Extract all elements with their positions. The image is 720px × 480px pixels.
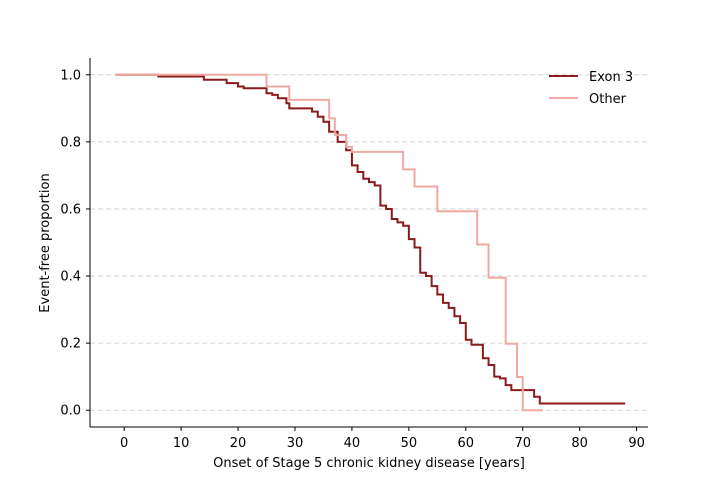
x-tick-label: 20 <box>230 436 247 451</box>
x-tick-label: 50 <box>401 436 418 451</box>
x-axis-label: Onset of Stage 5 chronic kidney disease … <box>213 456 525 471</box>
grid-lines <box>90 74 648 411</box>
x-tick-label: 40 <box>344 436 361 451</box>
legend-label-exon-3: Exon 3 <box>589 70 633 85</box>
y-tick-label: 1.0 <box>60 68 81 83</box>
legend: Exon 3 Other <box>549 70 633 107</box>
x-tick-label: 70 <box>514 436 531 451</box>
y-tick-label: 0.6 <box>60 202 81 217</box>
y-tick-label: 0.0 <box>60 404 81 419</box>
legend-label-other: Other <box>589 92 627 107</box>
series-line-other <box>115 73 543 412</box>
series-line-exon-3 <box>115 73 626 405</box>
y-tick-label: 0.8 <box>60 135 81 150</box>
y-axis-label: Event-free proportion <box>38 173 53 312</box>
x-tick-label: 60 <box>458 436 475 451</box>
y-ticks: 0.0 0.2 0.4 0.6 0.8 1.0 <box>60 68 90 419</box>
x-tick-label: 90 <box>628 436 645 451</box>
x-tick-label: 0 <box>120 436 128 451</box>
y-tick-label: 0.4 <box>60 270 81 285</box>
x-tick-label: 80 <box>571 436 588 451</box>
x-tick-label: 10 <box>173 436 190 451</box>
series-layer <box>115 73 626 412</box>
x-tick-label: 30 <box>287 436 304 451</box>
y-tick-label: 0.2 <box>60 337 81 352</box>
x-ticks: 0 10 20 30 40 50 60 70 80 90 <box>120 427 645 451</box>
